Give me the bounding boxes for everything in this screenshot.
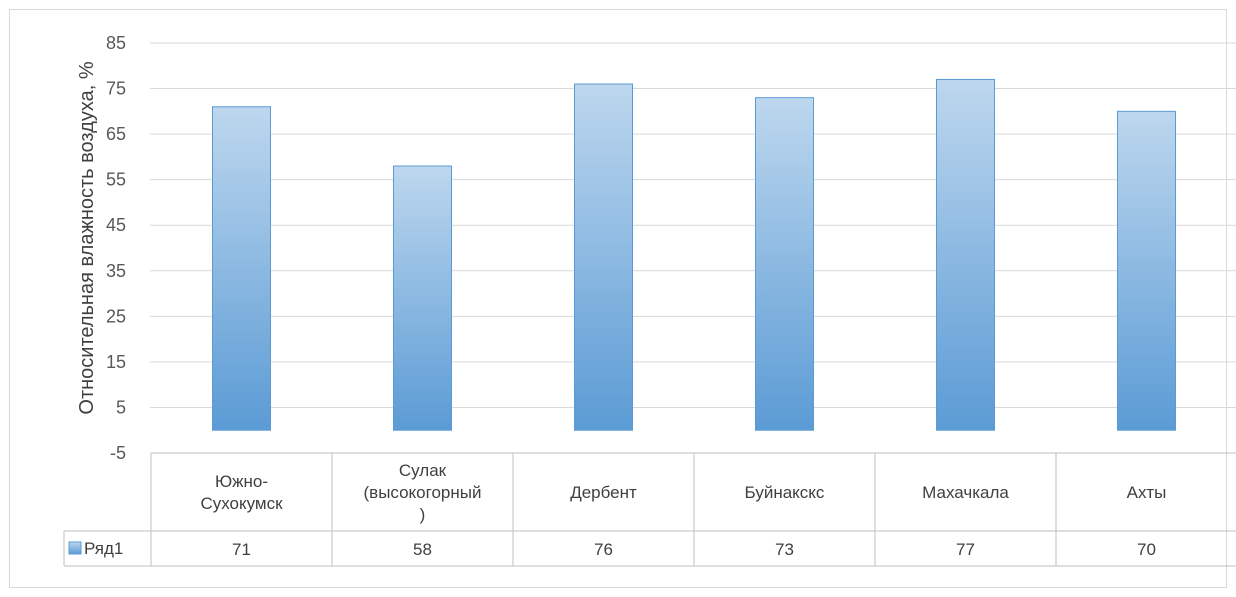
data-table-value: 70 <box>1137 540 1156 559</box>
y-tick-label: 25 <box>106 306 126 326</box>
y-tick-label: 75 <box>106 79 126 99</box>
gridlines <box>150 42 1236 408</box>
category-label: Ахты <box>1127 483 1167 502</box>
bar <box>936 78 995 431</box>
y-tick-label: 85 <box>106 33 126 53</box>
bar <box>755 97 814 431</box>
data-table: Южно-Сухокумск Сулак (высокогорный) Дербент… <box>63 452 1236 567</box>
y-tick-label: -5 <box>110 443 126 463</box>
bar <box>212 106 271 431</box>
y-tick-label: 65 <box>106 124 126 144</box>
y-tick-label: 5 <box>116 397 126 417</box>
data-table-value: 58 <box>413 540 432 559</box>
category-label: Южно-Сухокумск <box>200 472 283 513</box>
data-table-value: 73 <box>775 540 794 559</box>
category-label: Дербент <box>570 483 637 502</box>
bar <box>574 83 633 431</box>
bar <box>1117 110 1176 431</box>
data-table-value: 76 <box>594 540 613 559</box>
bars <box>212 78 1176 431</box>
y-tick-label: 35 <box>106 261 126 281</box>
y-axis-label: Относительная влажность воздуха, % <box>76 61 98 414</box>
y-tick-label: 15 <box>106 352 126 372</box>
data-table-value: 71 <box>232 540 251 559</box>
category-label: Сулак (высокогорный) <box>364 461 482 524</box>
legend-swatch <box>68 541 82 555</box>
data-table-value: 77 <box>956 540 975 559</box>
chart-frame <box>9 9 1227 588</box>
bar <box>393 165 452 431</box>
category-label: Буйнакскс <box>745 483 825 502</box>
y-axis-ticks: 85 75 65 55 45 35 25 15 5 -5 <box>106 33 126 463</box>
category-label: Махачкала <box>922 483 1009 502</box>
y-tick-label: 45 <box>106 215 126 235</box>
legend-series-name: Ряд1 <box>84 539 123 558</box>
y-tick-label: 55 <box>106 170 126 190</box>
